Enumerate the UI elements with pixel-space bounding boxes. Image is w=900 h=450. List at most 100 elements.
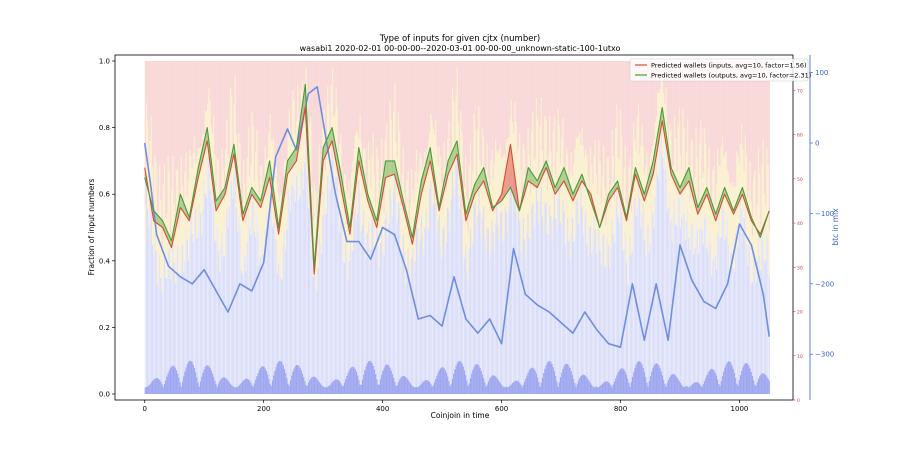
band-bottom [233,387,235,394]
band-red [285,61,287,161]
band-red [759,61,761,174]
band-yellow [156,223,158,285]
band-blue [685,221,688,394]
band-blue [423,254,425,394]
band-red [371,61,373,157]
band-blue [625,262,628,394]
band-yellow [651,153,653,210]
band-bottom [144,387,146,394]
band-blue [448,210,450,394]
band-red [322,61,324,129]
band-yellow [583,157,586,220]
band-bottom [175,370,178,394]
band-blue [478,190,480,394]
band-bottom [733,373,736,394]
band-yellow [589,147,592,227]
band-red [383,61,385,215]
band-bottom [654,363,656,394]
band-blue [351,250,353,394]
band-red [321,61,323,197]
band-red [400,61,402,206]
band-blue [378,267,380,394]
band-blue [301,170,304,394]
band-blue [330,172,332,394]
band-blue [491,219,493,394]
band-yellow [498,149,500,240]
fill-between-segment [385,160,395,178]
band-red [624,61,626,146]
band-bottom [240,383,242,394]
band-red [737,61,739,157]
band-bottom [607,382,610,394]
band-red [681,61,683,170]
band-red [253,61,256,181]
band-blue [748,245,750,394]
band-red [249,61,251,177]
band-blue [549,205,551,394]
band-red [185,61,187,153]
band-yellow [731,186,733,241]
band-bottom [705,378,707,394]
band-red [730,61,732,184]
band-yellow [491,149,493,220]
band-yellow [401,174,403,256]
band-blue [379,243,382,394]
band-red [699,61,701,144]
band-blue [552,219,554,394]
band-bottom [559,377,562,394]
band-yellow [747,198,749,266]
band-red [505,61,508,140]
band-blue [438,215,440,394]
band-blue [195,208,197,394]
band-bottom [312,376,314,394]
band-bottom [653,365,655,394]
band-yellow [756,204,758,261]
band-yellow [749,161,751,249]
band-yellow [724,154,726,241]
band-red [162,61,164,185]
band-bottom [255,379,257,394]
band-red [533,61,535,161]
band-bottom [684,386,686,394]
band-bottom [348,370,350,394]
band-blue [751,282,754,394]
band-blue [565,237,568,394]
band-blue [270,191,272,394]
band-blue [333,160,335,394]
band-red [316,61,318,247]
band-blue [513,181,515,394]
band-bottom [748,365,750,394]
band-yellow [497,153,499,226]
band-bottom [569,368,571,394]
band-blue [665,171,667,394]
band-yellow [723,157,725,211]
y-tick-label: 0.2 [99,324,110,332]
band-yellow [442,182,444,230]
band-red [642,61,644,147]
band-bottom [293,368,295,394]
band-blue [147,209,149,394]
band-red [485,61,487,169]
band-blue [720,237,722,394]
band-blue [462,259,464,394]
band-bottom [624,371,626,394]
band-yellow [761,163,763,240]
band-yellow [471,195,473,248]
band-blue [450,200,452,394]
band-bottom [760,374,762,394]
band-blue [694,247,696,394]
band-blue [298,201,300,394]
band-bottom [202,372,204,394]
band-bottom [577,380,580,394]
band-red [586,61,588,156]
band-red [198,61,200,148]
band-blue [708,231,710,394]
band-red [360,61,362,143]
band-blue [177,245,179,394]
band-blue [191,234,193,394]
band-bottom [761,373,763,394]
band-bottom [357,375,359,394]
band-blue [527,214,529,394]
band-red [641,61,643,126]
band-red [556,61,558,153]
